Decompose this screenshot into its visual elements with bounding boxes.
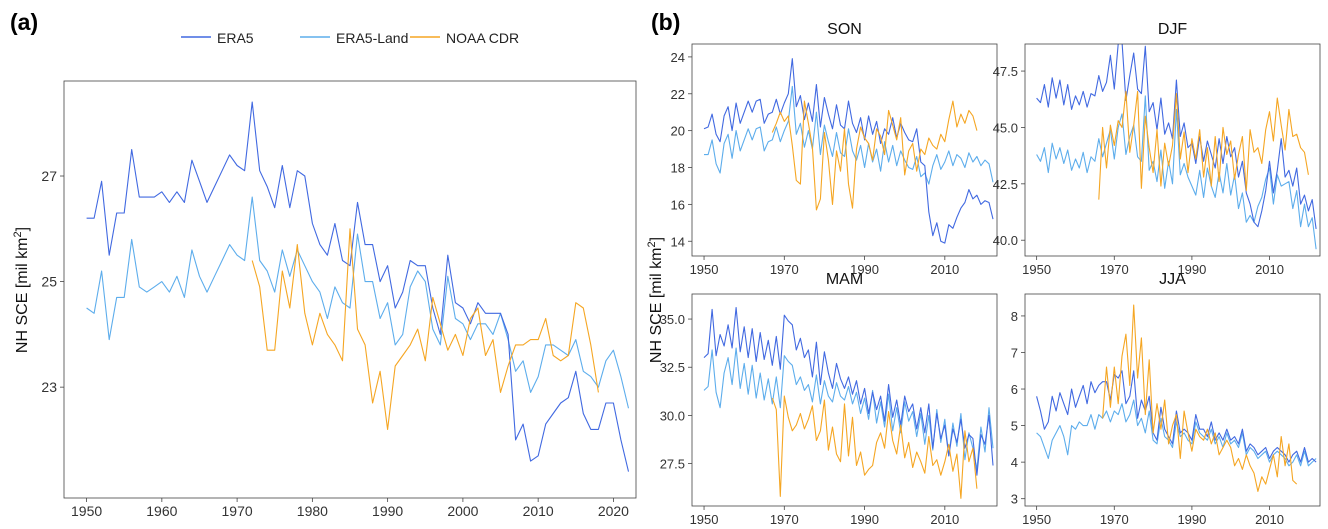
x-tick-label: 1970 <box>222 503 253 519</box>
series-line-noaa-cdr <box>251 228 599 430</box>
y-tick-label: 18 <box>671 161 685 176</box>
x-tick-label: 1970 <box>1100 262 1129 277</box>
x-tick-label: 2010 <box>930 262 959 277</box>
panel-jja: JJA 1950 1970 1990 2010 3 4 5 6 7 8 <box>1011 271 1321 527</box>
x-tick-label: 1990 <box>372 503 403 519</box>
legend: ERA5 ERA5-Land NOAA CDR <box>181 30 519 46</box>
x-tick-label: 1980 <box>297 503 328 519</box>
legend-label-noaa-cdr: NOAA CDR <box>446 30 519 46</box>
y-tick-label: 30.0 <box>660 408 685 423</box>
y-tick-label: 8 <box>1011 309 1018 324</box>
x-tick-label: 1960 <box>146 503 177 519</box>
y-tick-label: 32.5 <box>660 360 685 375</box>
x-tick-label: 1950 <box>690 262 719 277</box>
x-tick-label: 2020 <box>598 503 629 519</box>
y-tick-label: 23 <box>41 379 57 395</box>
y-tick-label: 40.0 <box>993 233 1018 248</box>
panel-djf: DJF 1950 1970 1990 2010 40.0 42.5 45.0 47.5 <box>993 21 1321 277</box>
series-line-noaa-cdr <box>1102 304 1298 492</box>
series-line-noaa-cdr <box>771 395 978 499</box>
legend-label-era5: ERA5 <box>217 30 254 46</box>
series-line-noaa-cdr <box>771 100 978 211</box>
y-tick-label: 24 <box>671 50 685 65</box>
y-tick-label: 27.5 <box>660 457 685 472</box>
panel-a-y-axis-label: NH SCE [mil km2] <box>12 227 31 353</box>
panel-b-label: (b) <box>651 9 680 35</box>
panel-title: DJF <box>1158 21 1188 38</box>
series-line-era5 <box>1036 44 1317 229</box>
y-tick-label: 45.0 <box>993 120 1018 135</box>
series-line-era5 <box>1036 370 1317 463</box>
plot-frame <box>1024 293 1321 507</box>
x-tick-label: 1990 <box>1177 262 1206 277</box>
panel-a-label: (a) <box>10 9 38 35</box>
y-tick-label: 22 <box>671 87 685 102</box>
panel-b-y-axis-label: NH SCE [mil km2] <box>646 237 665 363</box>
x-tick-label: 1950 <box>71 503 102 519</box>
series-line-era5 <box>86 101 630 472</box>
panel-title: MAM <box>826 271 863 288</box>
x-tick-label: 1970 <box>770 262 799 277</box>
panel-a-annual: 1950 1960 1970 1980 1990 2000 2010 2020 23 25 27 <box>41 80 637 519</box>
legend-label-era5-land: ERA5-Land <box>336 30 408 46</box>
series-line-era5-land <box>1036 399 1317 467</box>
panel-son: SON 1950 1970 1990 2010 14 16 18 20 22 24 <box>671 21 998 277</box>
y-tick-label: 20 <box>671 124 685 139</box>
x-tick-label: 1970 <box>770 512 799 527</box>
x-tick-label: 1950 <box>1022 512 1051 527</box>
x-tick-label: 2010 <box>523 503 554 519</box>
plot-frame <box>691 43 998 257</box>
y-tick-label: 16 <box>671 197 685 212</box>
x-tick-label: 1990 <box>1177 512 1206 527</box>
panel-mam: MAM 1950 1970 1990 2010 27.5 30.0 32.5 35.0 <box>660 271 998 527</box>
plot-frame <box>1024 43 1321 257</box>
panel-title: SON <box>827 21 862 38</box>
series-line-era5-land <box>1036 95 1317 250</box>
y-tick-label: 7 <box>1011 345 1018 360</box>
x-tick-label: 2010 <box>1255 262 1284 277</box>
x-tick-label: 2010 <box>930 512 959 527</box>
series-line-noaa-cdr <box>1098 90 1309 200</box>
y-tick-label: 4 <box>1011 455 1018 470</box>
series-line-era5-land <box>86 196 630 409</box>
panel-title: JJA <box>1159 271 1186 288</box>
y-tick-label: 25 <box>41 274 57 290</box>
x-tick-label: 2000 <box>447 503 478 519</box>
plot-frame <box>691 293 998 507</box>
y-tick-label: 14 <box>671 234 685 249</box>
y-tick-label: 42.5 <box>993 177 1018 192</box>
series-line-era5 <box>703 306 994 476</box>
y-tick-label: 35.0 <box>660 312 685 327</box>
x-tick-label: 2010 <box>1255 512 1284 527</box>
series-line-era5-land <box>704 85 994 185</box>
x-tick-label: 1990 <box>850 512 879 527</box>
series-line-era5 <box>703 58 994 244</box>
y-tick-label: 27 <box>41 168 57 184</box>
series-line-era5-land <box>703 347 994 470</box>
x-tick-label: 1950 <box>690 512 719 527</box>
y-tick-label: 3 <box>1011 492 1018 507</box>
x-tick-label: 1950 <box>1022 262 1051 277</box>
x-tick-label: 1990 <box>850 262 879 277</box>
plot-frame <box>63 80 637 499</box>
x-tick-label: 1970 <box>1100 512 1129 527</box>
y-tick-label: 6 <box>1011 382 1018 397</box>
y-tick-label: 47.5 <box>993 64 1018 79</box>
y-tick-label: 5 <box>1011 419 1018 434</box>
